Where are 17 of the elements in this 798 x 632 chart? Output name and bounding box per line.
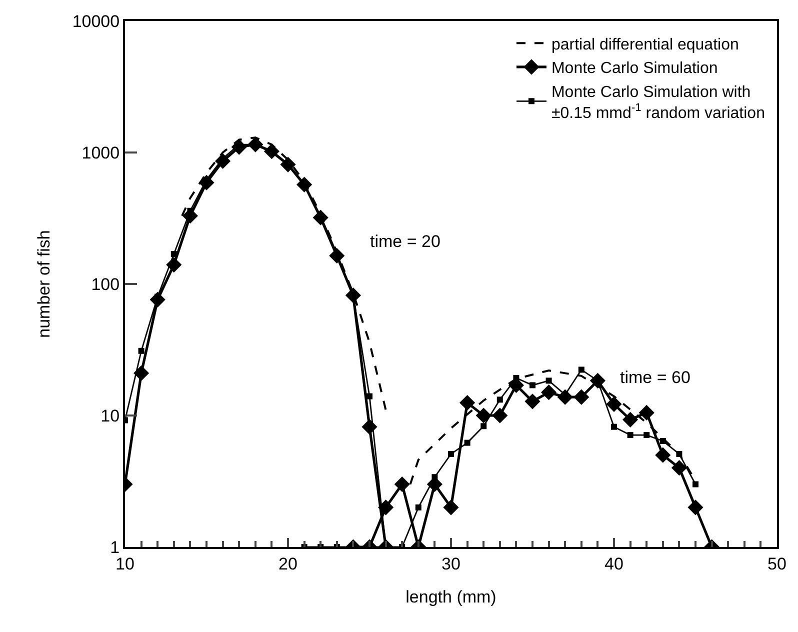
legend-label: Monte Carlo Simulation with ±0.15 mmd$^{-1}$ random variation bbox=[551, 84, 765, 122]
x-tick-label: 30 bbox=[442, 554, 460, 574]
y-tick-label: 10 bbox=[100, 406, 120, 426]
x-axis-title: length (mm) bbox=[406, 587, 496, 606]
x-tick-label: 20 bbox=[278, 554, 298, 574]
legend-label: partial differential equation bbox=[551, 36, 739, 54]
y-tick-label: 10000 bbox=[72, 12, 120, 31]
x-tick-label: 10 bbox=[116, 554, 134, 574]
annotation: time = 20 bbox=[370, 232, 440, 251]
annotation: time = 60 bbox=[620, 368, 690, 387]
x-tick-label: 40 bbox=[604, 554, 624, 574]
y-tick-label: 1 bbox=[110, 538, 120, 557]
legend-label: Monte Carlo Simulation bbox=[551, 60, 718, 78]
y-tick-label: 1000 bbox=[82, 143, 120, 162]
x-tick-label: 50 bbox=[768, 554, 786, 574]
y-axis-title: number of fish bbox=[34, 230, 54, 338]
y-tick-label: 100 bbox=[91, 274, 120, 294]
